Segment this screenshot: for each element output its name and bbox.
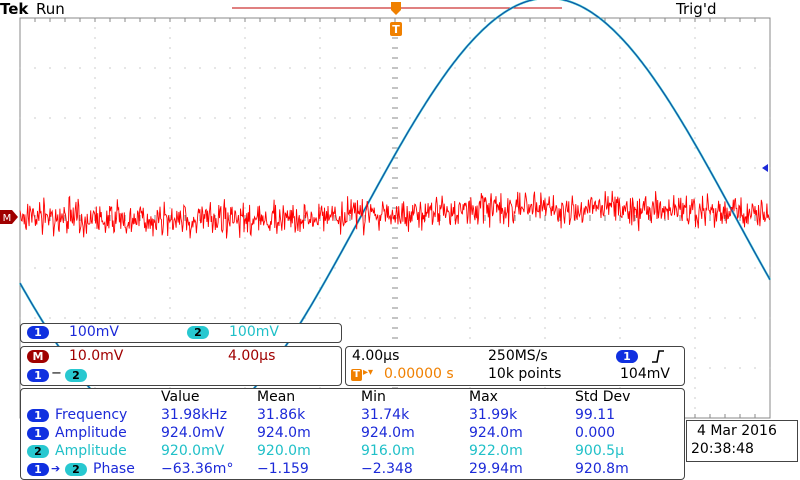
measurement-name: Amplitude [55,425,127,441]
math-source-2: 2 [65,369,87,382]
trigger-level-icon[interactable] [762,164,768,172]
run-state: Run [36,0,65,18]
horizontal-scale[interactable]: 4.00µs [352,348,400,364]
date-display: 4 Mar 2016 [697,423,777,439]
math-operator: − [51,366,62,381]
math-trace [19,190,771,239]
trigger-arrow-icon: ▸▾ [363,367,374,378]
measurement-source-2: 2 [65,463,87,476]
measurement-std-dev: 0.000 [575,425,616,441]
record-length: 10k points [488,366,562,382]
measurement-min: 924.0m [361,425,415,441]
table-row[interactable]: 2 Amplitude 920.0mV 920.0m 916.0m 922.0m… [21,443,684,461]
measurement-mean: 924.0m [257,425,311,441]
measurement-value: −63.36m° [161,461,234,477]
measurement-source: 1 [27,409,49,422]
measurement-min: −2.348 [361,461,413,477]
measurement-max: 924.0m [469,425,523,441]
header-value: Value [161,389,200,405]
header-max: Max [469,389,498,405]
measurement-mean: −1.159 [257,461,309,477]
math-source-1: 1 [27,369,49,382]
measurement-max: 922.0m [469,443,523,459]
ch2-scale[interactable]: 100mV [229,324,279,340]
channel-scale-box[interactable]: 1 100mV 2 100mV [20,323,342,343]
measurement-source: 2 [27,445,49,458]
measurement-value: 31.98kHz [161,407,228,423]
measurement-min: 916.0m [361,443,415,459]
measurement-max: 31.99k [469,407,518,423]
measurement-name: Phase [93,461,135,477]
datetime-box: 4 Mar 2016 20:38:48 [686,420,798,462]
measurement-std-dev: 900.5µ [575,443,624,459]
trigger-position-label: T [351,369,362,381]
sample-rate: 250MS/s [488,348,548,364]
trigger-position-marker[interactable]: T [390,2,402,36]
math-ground-marker[interactable]: M [0,210,18,224]
measurement-max: 29.94m [469,461,523,477]
table-row[interactable]: 1 Frequency 31.98kHz 31.86k 31.74k 31.99… [21,407,684,425]
ch1-indicator[interactable]: 1 [27,326,49,339]
measurement-value: 924.0mV [161,425,225,441]
math-scale: 10.0mV [69,348,124,364]
math-marker-label: M [3,213,12,224]
rising-edge-icon [652,350,664,363]
measurement-min: 31.74k [361,407,410,423]
brand-logo: Tek [0,0,29,18]
measurement-name: Frequency [55,407,128,423]
measurement-std-dev: 920.8m [575,461,629,477]
trigger-state: Trig'd [676,0,717,18]
trigger-marker-label: T [392,23,400,36]
math-box[interactable]: M 10.0mV 4.00µs 1 − 2 [20,346,342,386]
measurement-source: 1 [27,427,49,440]
table-row[interactable]: 1 ➔ 2 Phase −63.36m° −1.159 −2.348 29.94… [21,461,684,479]
measurement-name: Amplitude [55,443,127,459]
header-std-dev: Std Dev [575,389,631,405]
math-indicator[interactable]: M [27,350,49,363]
table-row[interactable]: 1 Amplitude 924.0mV 924.0m 924.0m 924.0m… [21,425,684,443]
header-min: Min [361,389,386,405]
trigger-source-indicator[interactable]: 1 [616,350,638,363]
trigger-level[interactable]: 104mV [620,366,670,382]
math-time: 4.00µs [228,348,276,364]
trigger-position[interactable]: 0.00000 s [384,366,454,382]
ch1-scale[interactable]: 100mV [69,324,119,340]
measurement-mean: 31.86k [257,407,306,423]
time-display: 20:38:48 [691,441,754,457]
measurement-value: 920.0mV [161,443,225,459]
arrow-right-icon: ➔ [51,462,61,475]
measurement-source: 1 [27,463,49,476]
measurement-mean: 920.0m [257,443,311,459]
timebase-box[interactable]: 4.00µs 250MS/s 1 T ▸▾ 0.00000 s 10k poin… [345,346,685,386]
measurement-table[interactable]: Value Mean Min Max Std Dev 1 Frequency 3… [20,388,685,480]
header-mean: Mean [257,389,296,405]
measurement-std-dev: 99.11 [575,407,616,423]
ch2-indicator[interactable]: 2 [187,326,209,339]
